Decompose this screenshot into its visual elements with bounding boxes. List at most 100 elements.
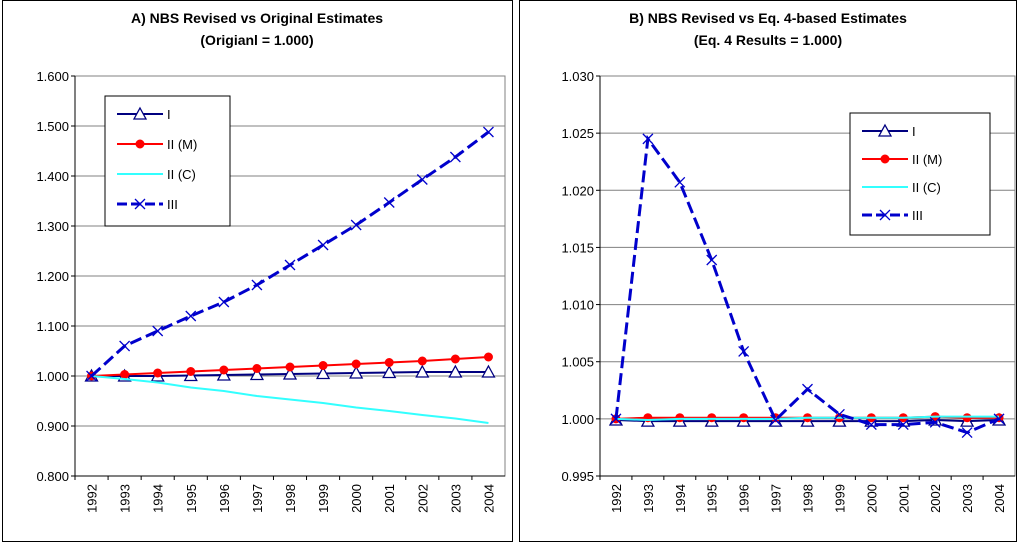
chart-subtitle: (Origianl = 1.000) <box>200 32 313 48</box>
x-tick-label: 2002 <box>928 484 943 513</box>
marker <box>707 413 717 423</box>
marker <box>448 364 463 378</box>
marker <box>706 254 718 266</box>
y-tick-label: 0.995 <box>561 469 594 484</box>
legend-box <box>849 112 991 236</box>
marker <box>481 364 496 378</box>
marker <box>961 427 973 439</box>
x-tick-label: 2001 <box>382 484 397 513</box>
x-tick-label: 2003 <box>448 484 463 513</box>
marker <box>416 174 428 185</box>
legend-label: II (M) <box>167 137 197 152</box>
series <box>615 415 1000 422</box>
marker <box>483 126 494 138</box>
x-tick-label: 2000 <box>864 484 879 513</box>
marker <box>132 106 148 120</box>
legend-label: III <box>912 208 923 223</box>
y-tick-label: 0.800 <box>36 469 69 484</box>
y-tick-label: 1.600 <box>36 69 69 84</box>
marker <box>450 354 460 364</box>
series-line <box>615 415 1000 422</box>
marker <box>185 310 197 322</box>
y-tick-label: 1.015 <box>561 240 594 255</box>
series <box>610 133 1005 439</box>
x-tick-label: 1992 <box>609 484 624 513</box>
y-tick-label: 1.400 <box>36 169 69 184</box>
marker <box>86 370 97 382</box>
x-tick-label: 2002 <box>415 484 430 513</box>
marker <box>417 356 427 366</box>
marker <box>610 413 622 425</box>
y-tick-label: 1.300 <box>36 219 69 234</box>
marker <box>119 340 131 352</box>
marker <box>415 364 430 378</box>
x-tick-label: 2000 <box>349 484 364 513</box>
marker <box>897 419 909 431</box>
series <box>91 375 489 424</box>
marker <box>642 133 654 145</box>
chart-title: A) NBS Revised vs Original Estimates <box>131 10 383 26</box>
marker <box>134 198 146 210</box>
marker <box>384 358 394 367</box>
series <box>86 126 494 382</box>
x-tick-label: 1995 <box>184 484 199 513</box>
series-line <box>91 375 489 424</box>
legend-label: II (C) <box>167 167 196 182</box>
marker <box>152 325 164 337</box>
marker <box>216 367 231 381</box>
y-tick-label: 1.025 <box>561 126 594 141</box>
x-tick-label: 1999 <box>316 484 331 513</box>
marker <box>285 362 295 372</box>
marker <box>219 365 229 375</box>
marker <box>251 279 263 291</box>
marker <box>877 123 893 137</box>
marker <box>879 209 891 221</box>
marker <box>802 383 813 395</box>
marker <box>349 365 364 379</box>
marker <box>382 365 397 379</box>
y-tick-label: 1.000 <box>561 412 594 427</box>
x-tick-label: 1995 <box>705 484 720 513</box>
x-tick-label: 2001 <box>896 484 911 513</box>
marker <box>833 408 845 420</box>
marker <box>284 259 296 271</box>
chart-title: B) NBS Revised vs Eq. 4-based Estimates <box>629 10 907 26</box>
marker <box>675 413 685 423</box>
marker <box>383 197 395 208</box>
legend-label: III <box>167 197 178 212</box>
y-tick-label: 1.005 <box>561 355 594 370</box>
marker <box>350 219 362 231</box>
chart-subtitle: (Eq. 4 Results = 1.000) <box>694 32 842 48</box>
marker <box>739 413 749 423</box>
marker <box>249 367 265 381</box>
marker <box>153 368 163 378</box>
y-tick-label: 1.200 <box>36 269 69 284</box>
marker <box>218 296 230 308</box>
x-tick-label: 1998 <box>801 484 816 513</box>
x-tick-label: 1996 <box>737 484 752 513</box>
marker <box>252 364 262 373</box>
legend-label: II (C) <box>912 180 941 195</box>
x-tick-label: 1996 <box>217 484 232 513</box>
y-tick-label: 1.030 <box>561 69 594 84</box>
y-tick-label: 1.500 <box>36 119 69 134</box>
x-tick-label: 1997 <box>769 484 784 513</box>
x-tick-label: 1994 <box>673 484 688 513</box>
marker <box>770 414 782 426</box>
x-tick-label: 2004 <box>992 484 1007 513</box>
marker <box>317 239 329 251</box>
y-tick-label: 1.010 <box>561 298 594 313</box>
marker <box>135 139 145 149</box>
x-tick-label: 1998 <box>283 484 298 513</box>
y-tick-label: 1.000 <box>36 369 69 384</box>
y-tick-label: 0.900 <box>36 419 69 434</box>
x-tick-label: 2004 <box>481 484 496 513</box>
marker <box>674 176 686 188</box>
x-tick-label: 1994 <box>151 484 166 513</box>
legend-label: I <box>912 124 916 139</box>
marker <box>865 419 877 431</box>
x-tick-label: 1993 <box>118 484 133 513</box>
marker <box>962 413 972 423</box>
legend-label: I <box>167 107 171 122</box>
